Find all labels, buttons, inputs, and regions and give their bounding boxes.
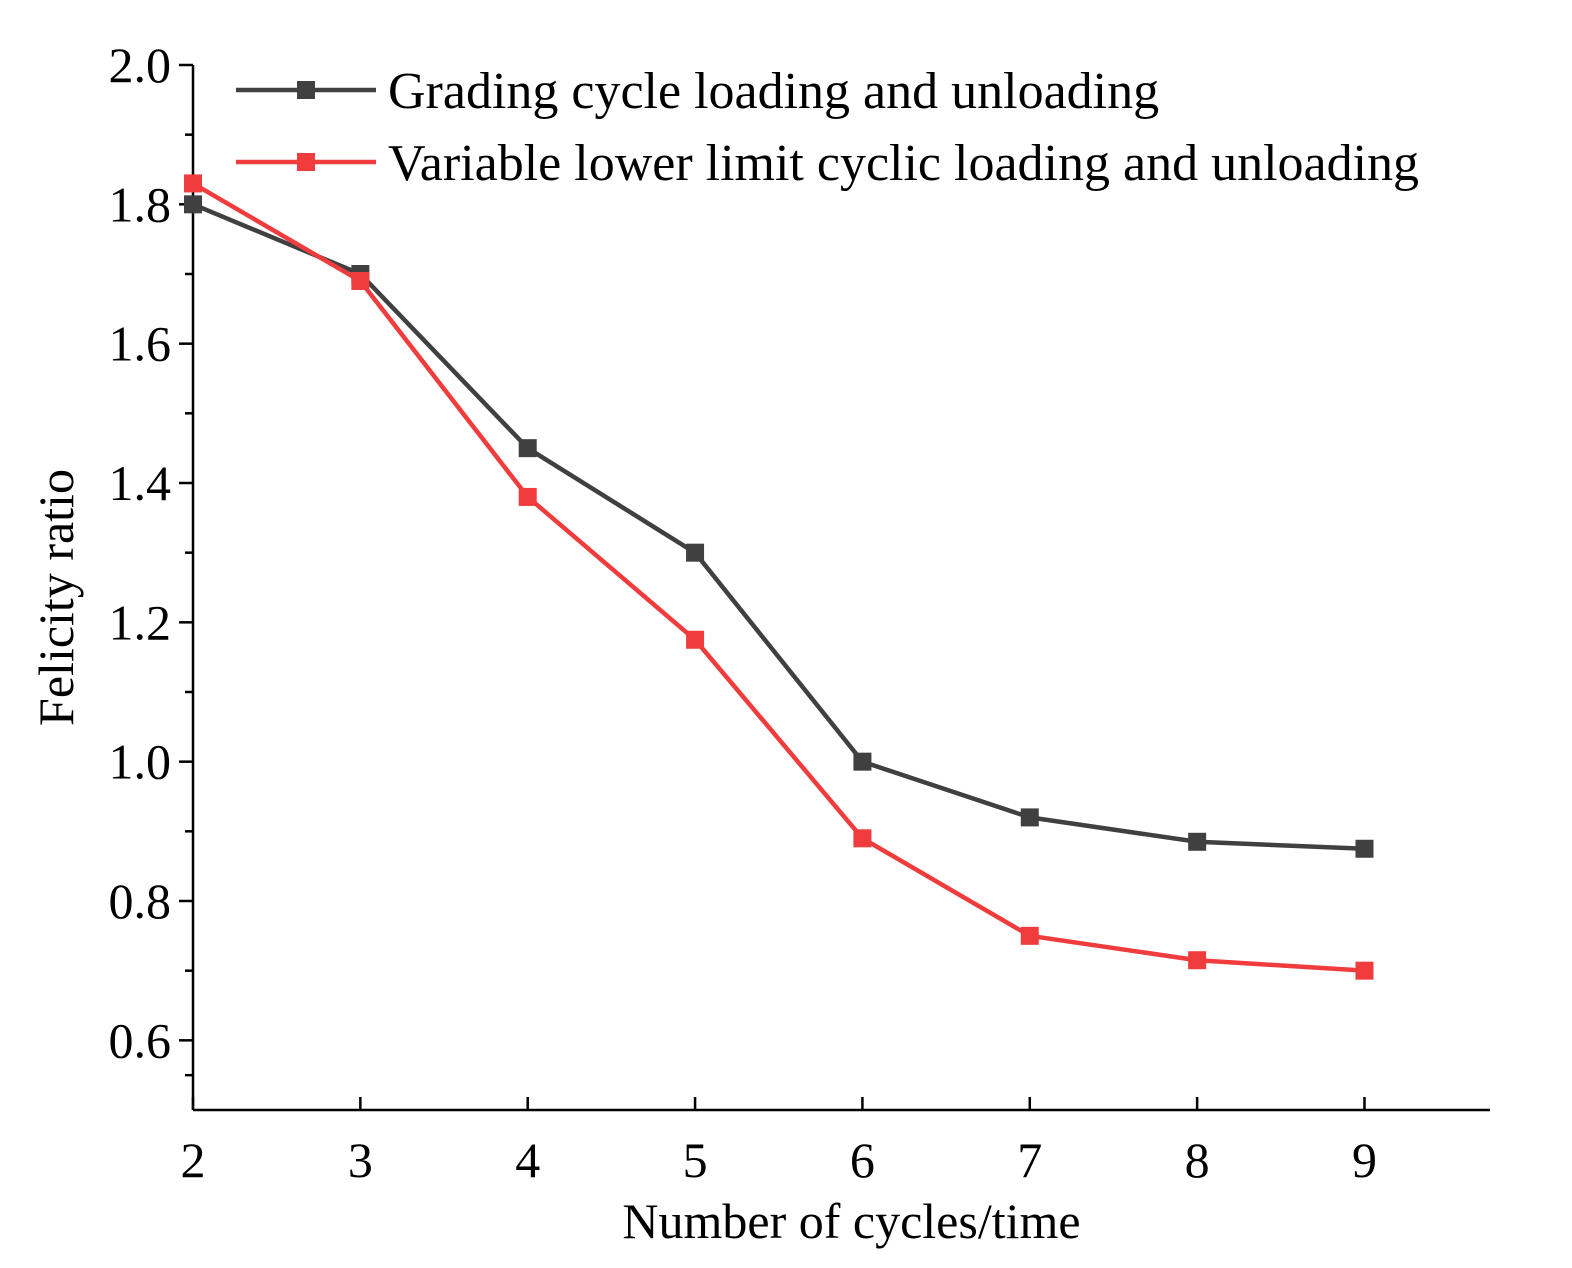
y-tick-label-2: 1.0 [109, 734, 172, 790]
series-0-point-6 [1188, 832, 1207, 851]
series-0-point-4 [853, 752, 872, 771]
axes [191, 65, 1490, 1112]
x-axis-ticks: 2 3 4 5 6 7 8 9 [181, 1097, 1377, 1188]
series-1-point-1 [351, 271, 370, 290]
x-tick-label-7: 9 [1352, 1132, 1377, 1188]
series-layer [184, 174, 1374, 980]
x-tick-label-2: 4 [515, 1132, 540, 1188]
legend-label-variable: Variable lower limit cyclic loading and … [388, 135, 1419, 192]
series-0-point-2 [518, 439, 537, 458]
legend-label-grading: Grading cycle loading and unloading [388, 63, 1159, 120]
series-line-1 [191, 181, 1365, 973]
x-tick-label-5: 7 [1017, 1132, 1042, 1188]
series-0-point-7 [1355, 839, 1374, 858]
x-axis-title: Number of cycles/time [622, 1193, 1080, 1249]
y-tick-label-7: 2.0 [109, 37, 172, 93]
x-tick-label-0: 2 [181, 1132, 206, 1188]
y-tick-label-6: 1.8 [109, 176, 172, 232]
legend: Grading cycle loading and unloading Vari… [236, 63, 1419, 192]
series-1-point-0 [184, 174, 202, 193]
y-tick-label-1: 0.8 [109, 873, 172, 929]
legend-swatch-marker-variable [297, 153, 315, 171]
series-1-point-4 [853, 829, 872, 848]
x-tick-label-6: 8 [1185, 1132, 1210, 1188]
series-1-point-7 [1355, 961, 1374, 980]
series-0 [184, 195, 1374, 858]
series-1-point-6 [1188, 951, 1207, 970]
series-1-point-5 [1020, 926, 1039, 945]
y-tick-label-3: 1.2 [109, 594, 172, 650]
y-axis-ticks: 0.6 0.8 1.0 1.2 1.4 1.6 1.8 2.0 [109, 37, 193, 1077]
series-1-point-3 [686, 630, 705, 649]
legend-swatch-marker-grading [297, 81, 315, 99]
series-line-0 [192, 202, 1365, 851]
y-tick-label-5: 1.6 [109, 316, 172, 372]
x-tick-label-3: 5 [683, 1132, 708, 1188]
series-1 [184, 174, 1374, 980]
x-tick-label-1: 3 [348, 1132, 373, 1188]
y-axis-title: Felicity ratio [28, 469, 84, 726]
y-tick-label-0: 0.6 [109, 1012, 172, 1068]
x-tick-label-4: 6 [850, 1132, 875, 1188]
series-0-point-0 [184, 195, 202, 214]
y-tick-label-4: 1.4 [109, 455, 172, 511]
series-0-point-5 [1020, 808, 1039, 827]
series-1-point-2 [518, 487, 537, 506]
series-0-point-3 [686, 543, 705, 562]
